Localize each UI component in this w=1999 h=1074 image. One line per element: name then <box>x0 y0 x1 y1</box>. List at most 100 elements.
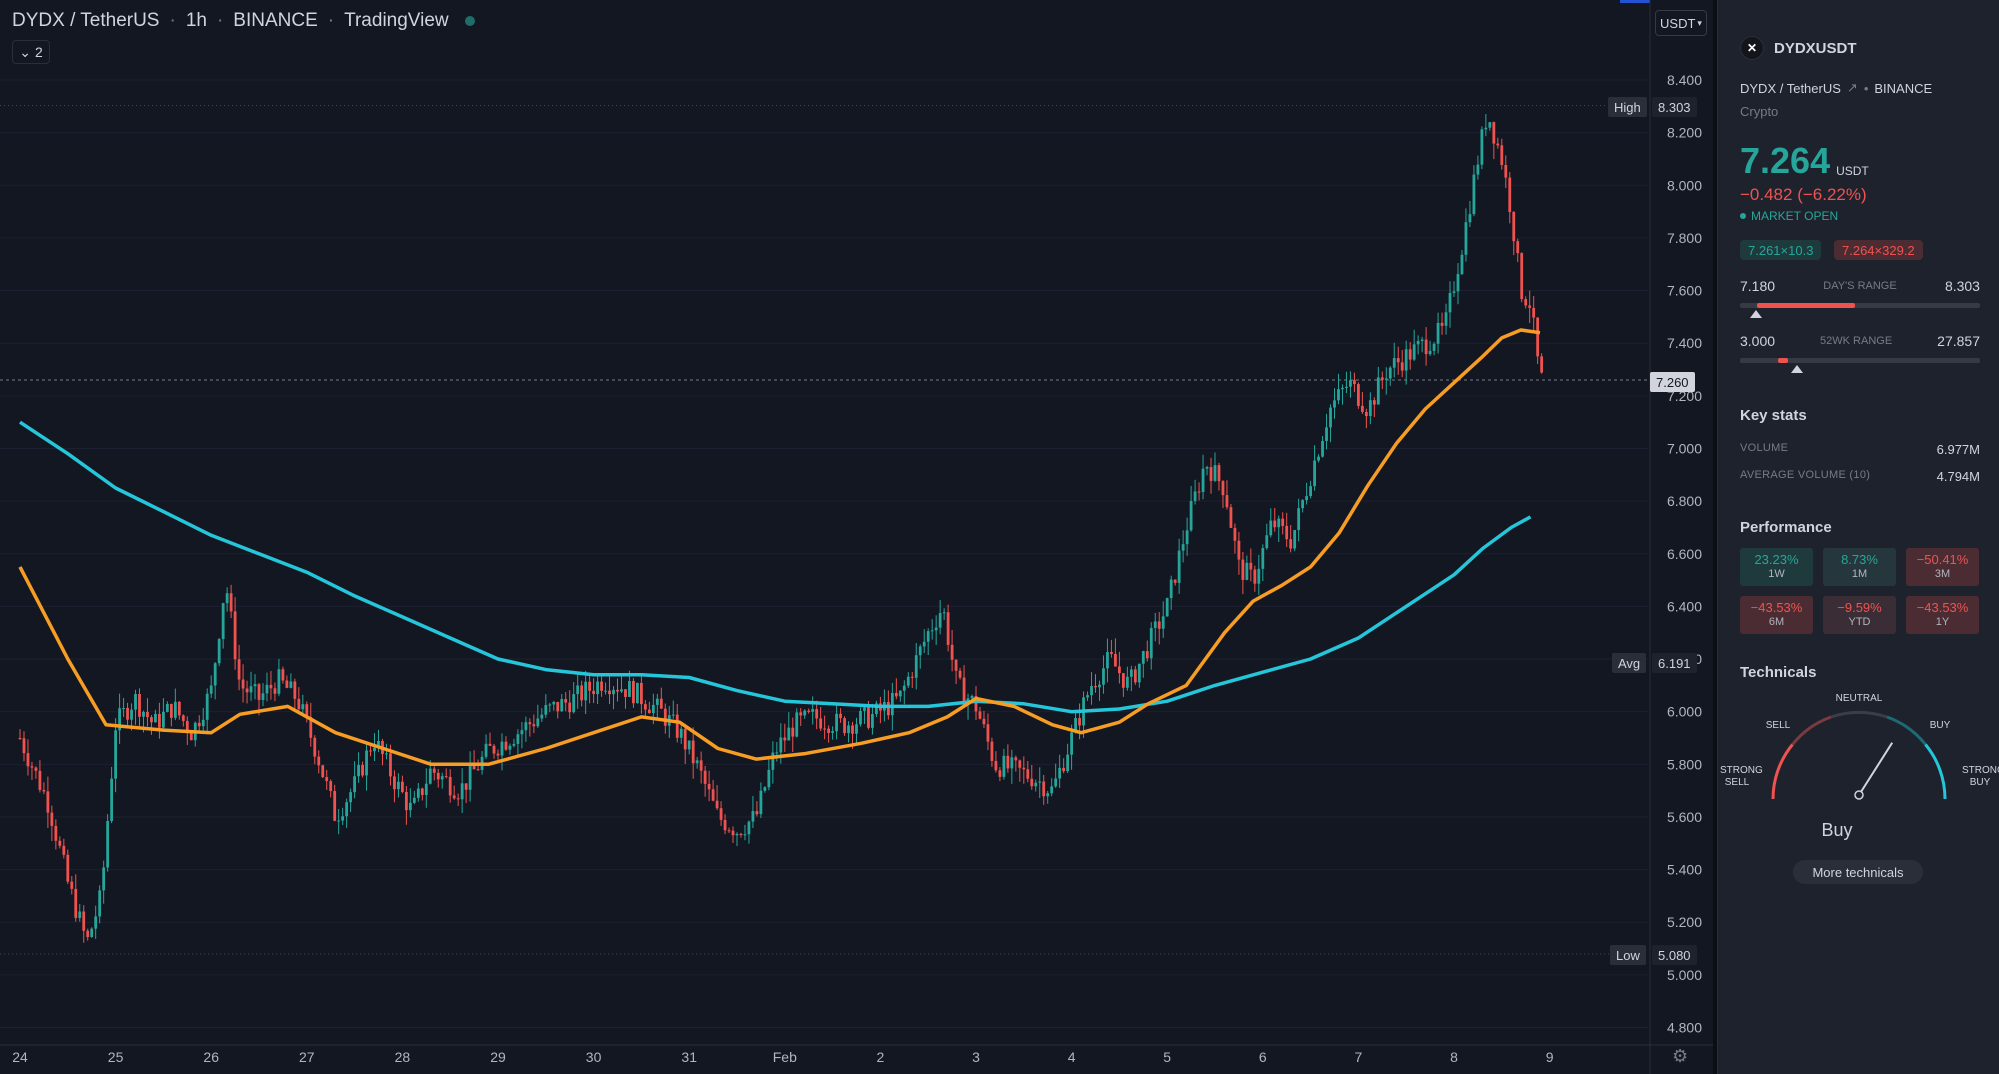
performance-grid: 23.23% 1W 8.73% 1M −50.41% 3M −43.53% 6M −9.59% Y… <box>1740 548 1980 634</box>
candle-body <box>906 676 910 686</box>
candle-body <box>823 728 827 730</box>
candle-body <box>389 753 392 777</box>
candle-body <box>1129 669 1133 677</box>
performance-cell-6m[interactable]: −43.53% 6M <box>1740 596 1813 634</box>
candle-body <box>241 679 245 689</box>
candle-body <box>1305 496 1309 501</box>
candle-body <box>647 709 651 714</box>
market-status-label: MARKET OPEN <box>1751 209 1839 223</box>
candle-body <box>50 812 54 826</box>
technicals-title[interactable]: Technicals <box>1740 664 1817 681</box>
time-tick-label: 4 <box>1068 1049 1076 1065</box>
candle-body <box>22 738 26 754</box>
candle-body <box>1313 460 1316 487</box>
symbol-title[interactable]: DYDX / TetherUS <box>12 10 160 31</box>
candle-body <box>950 644 954 660</box>
candle-body <box>624 689 627 697</box>
candle-body <box>715 800 719 809</box>
interval-label[interactable]: 1h <box>185 10 207 31</box>
candle-body <box>687 740 691 750</box>
days-range-bar <box>1740 303 1980 308</box>
days-range-label: DAY'S RANGE <box>1823 280 1897 292</box>
candle-body <box>851 725 854 734</box>
chart-area[interactable]: 8.400 8.200 8.000 7.800 7.600 7.400 7.200 7.000… <box>0 0 1713 1074</box>
candle-body <box>1205 467 1209 469</box>
candle-body <box>1368 400 1372 417</box>
candle-body <box>492 745 496 754</box>
candle-body <box>1396 358 1400 363</box>
candle-body <box>1106 652 1109 669</box>
candle-body <box>500 741 504 756</box>
pair-name[interactable]: DYDX / TetherUS <box>1740 80 1841 96</box>
candle-body <box>94 916 98 929</box>
price-chart[interactable]: 8.4008.2008.0007.8007.6007.4007.2007.000… <box>0 0 1713 1074</box>
candle-body <box>942 612 946 614</box>
gear-icon[interactable]: ⚙ <box>1672 1046 1689 1066</box>
candle-body <box>1086 695 1089 698</box>
performance-cell-3m[interactable]: −50.41% 3M <box>1906 548 1979 586</box>
candle-body <box>1392 358 1396 368</box>
symbol-header[interactable]: ✕ DYDXUSDT <box>1740 36 1857 60</box>
candle-body <box>651 704 655 714</box>
external-link-icon[interactable]: ↗ <box>1846 80 1858 95</box>
candle-body <box>114 730 117 779</box>
candle-body <box>54 825 58 841</box>
candle-body <box>420 788 424 795</box>
candle-body <box>1193 491 1197 502</box>
candle-body <box>1125 676 1129 688</box>
performance-cell-1m[interactable]: 8.73% 1M <box>1823 548 1896 586</box>
price-axis-bg <box>1650 0 1713 1074</box>
candle-body <box>767 769 771 788</box>
days-range-fill <box>1756 303 1856 308</box>
candle-body <box>1018 760 1022 768</box>
candle-body <box>1265 535 1269 549</box>
candle-body <box>1153 621 1157 628</box>
candle-body <box>1452 291 1456 293</box>
indicator-count: 2 <box>34 44 43 60</box>
candle-body <box>620 689 623 692</box>
candle-body <box>305 704 309 718</box>
candle-body <box>1404 349 1408 371</box>
candle-body <box>1536 317 1540 357</box>
performance-value: −43.53% <box>1916 600 1969 615</box>
currency-select[interactable]: USDT ▾ <box>1655 10 1707 36</box>
more-technicals-button[interactable]: More technicals <box>1793 860 1923 884</box>
price-currency: USDT <box>1836 164 1869 178</box>
candle-body <box>1181 544 1185 551</box>
price-tick-label: 6.400 <box>1667 598 1702 614</box>
candle-body <box>233 611 237 660</box>
candle-body <box>520 730 524 735</box>
candle-body <box>671 714 675 716</box>
candle-body <box>1353 380 1356 385</box>
candle-body <box>640 682 643 705</box>
candle-body <box>58 840 62 846</box>
candle-body <box>209 685 213 694</box>
candle-body <box>408 802 412 811</box>
candle-body <box>584 681 588 701</box>
gauge-strong-buy-label: STRONG BUY <box>1962 765 1999 788</box>
candle-body <box>719 808 723 820</box>
stat-row-avg-volume: AVERAGE VOLUME (10) 4.794M <box>1740 469 1980 484</box>
candle-body <box>755 811 759 815</box>
candle-body <box>1496 143 1500 146</box>
candle-body <box>1177 550 1181 583</box>
candle-body <box>237 659 241 680</box>
exchange-name: BINANCE <box>1874 80 1933 96</box>
price-tick-label: 7.800 <box>1667 230 1702 246</box>
performance-cell-1w[interactable]: 23.23% 1W <box>1740 548 1813 586</box>
candle-body <box>1388 367 1392 379</box>
candle-body <box>1440 322 1444 326</box>
candle-body <box>297 698 301 710</box>
candle-body <box>632 681 635 704</box>
performance-cell-ytd[interactable]: −9.59% YTD <box>1823 596 1896 634</box>
performance-cell-1y[interactable]: −43.53% 1Y <box>1906 596 1979 634</box>
candle-body <box>1432 343 1436 351</box>
indicators-collapse-button[interactable]: ⌄ 2 <box>12 40 50 64</box>
candle-body <box>600 681 603 691</box>
time-tick-label: 7 <box>1355 1049 1363 1065</box>
candle-body <box>74 888 78 918</box>
technicals-gauge[interactable]: STRONG SELL SELL NEUTRAL BUY STRONG BUY <box>1718 680 1999 850</box>
candle-body <box>643 704 647 710</box>
panel-divider[interactable] <box>1713 0 1717 1074</box>
candle-body <box>221 603 225 640</box>
